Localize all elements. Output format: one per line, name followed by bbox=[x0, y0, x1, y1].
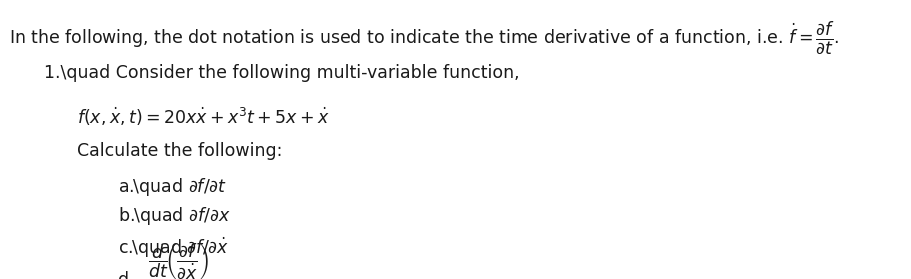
Text: a.\quad $\partial f / \partial t$: a.\quad $\partial f / \partial t$ bbox=[118, 176, 228, 198]
Text: d.: d. bbox=[118, 271, 135, 279]
Text: b.\quad $\partial f / \partial x$: b.\quad $\partial f / \partial x$ bbox=[118, 205, 231, 227]
Text: $\dfrac{d}{dt}\!\left(\dfrac{\partial f}{\partial \dot{x}}\right)$: $\dfrac{d}{dt}\!\left(\dfrac{\partial f}… bbox=[148, 242, 209, 279]
Text: 1.\quad Consider the following multi-variable function,: 1.\quad Consider the following multi-var… bbox=[44, 64, 519, 82]
Text: $f(x, \dot{x}, t) = 20x\dot{x} + x^3t + 5x + \dot{x}$: $f(x, \dot{x}, t) = 20x\dot{x} + x^3t + … bbox=[77, 106, 330, 128]
Text: c.\quad $\partial f / \partial \dot{x}$: c.\quad $\partial f / \partial \dot{x}$ bbox=[118, 236, 230, 260]
Text: Calculate the following:: Calculate the following: bbox=[77, 142, 282, 160]
Text: In the following, the dot notation is used to indicate the time derivative of a : In the following, the dot notation is us… bbox=[9, 20, 840, 56]
